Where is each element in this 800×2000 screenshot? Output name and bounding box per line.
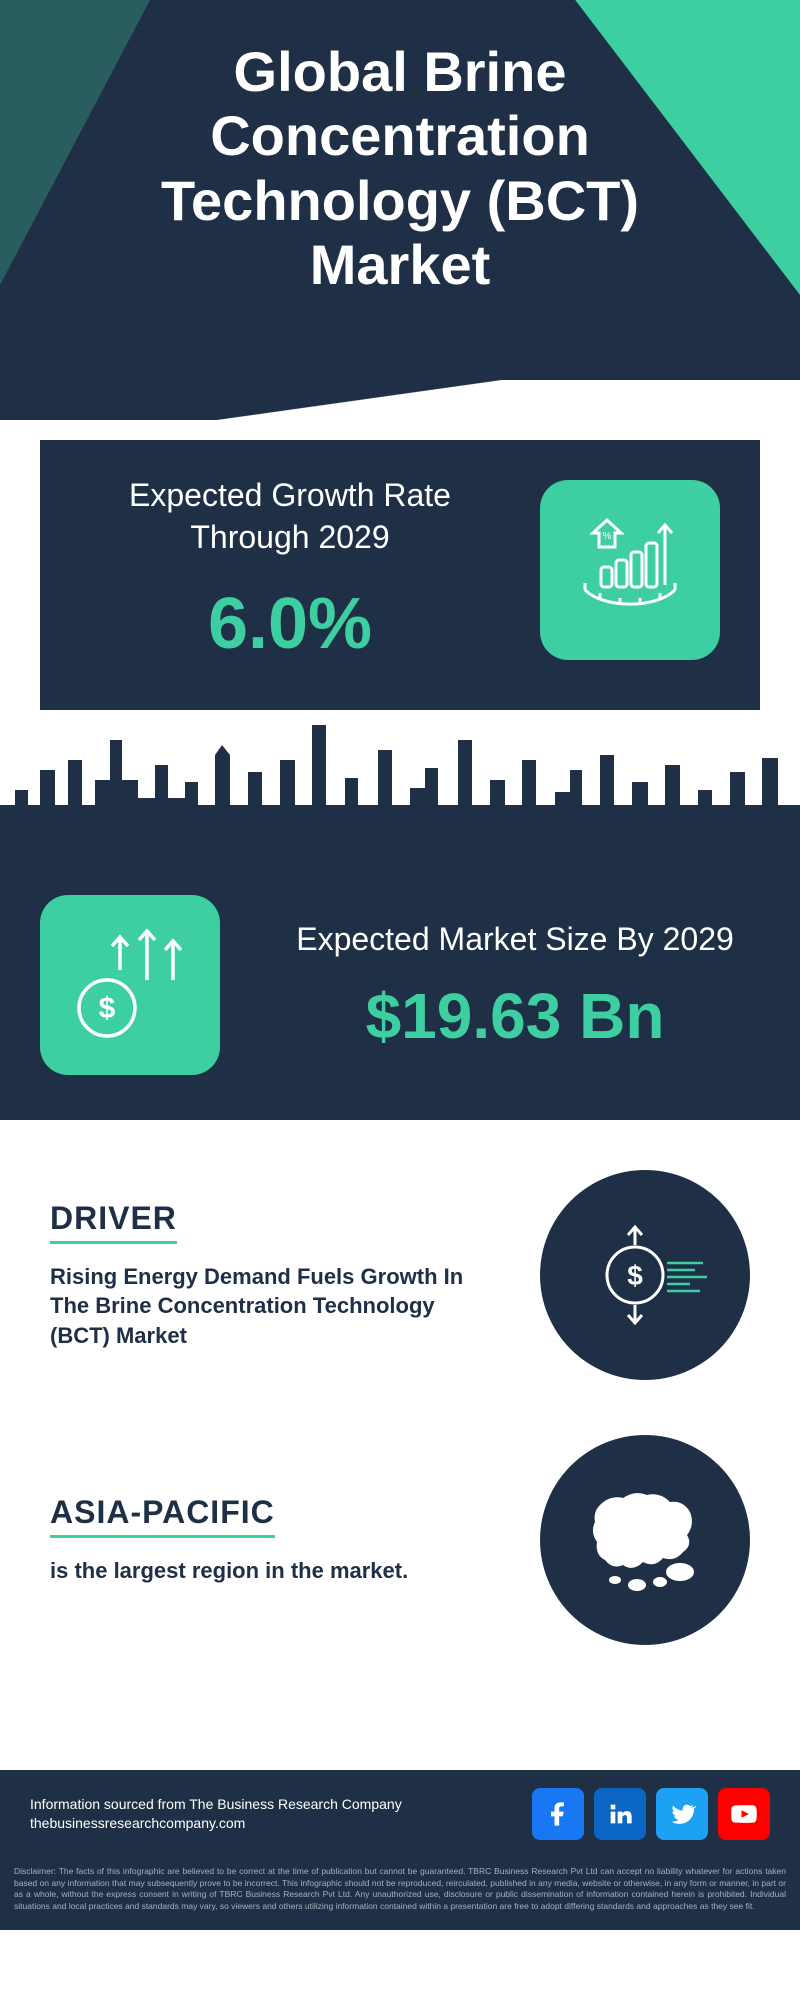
facebook-icon[interactable] bbox=[532, 1788, 584, 1840]
footer-line1: Information sourced from The Business Re… bbox=[30, 1795, 522, 1815]
header: Global Brine Concentration Technology (B… bbox=[0, 0, 800, 380]
diagonal-divider bbox=[0, 380, 800, 420]
footer-line2: thebusinessresearchcompany.com bbox=[30, 1814, 522, 1834]
region-body: is the largest region in the market. bbox=[50, 1556, 500, 1586]
twitter-icon[interactable] bbox=[656, 1788, 708, 1840]
driver-body: Rising Energy Demand Fuels Growth In The… bbox=[50, 1262, 500, 1351]
asia-pacific-map-icon bbox=[540, 1435, 750, 1645]
growth-label: Expected Growth Rate Through 2029 bbox=[80, 475, 500, 558]
market-size-icon: $ bbox=[40, 895, 220, 1075]
footer-attribution: Information sourced from The Business Re… bbox=[30, 1795, 522, 1834]
page-title: Global Brine Concentration Technology (B… bbox=[0, 0, 800, 298]
svg-text:$: $ bbox=[99, 992, 116, 1025]
disclaimer-text: Disclaimer: The facts of this infographi… bbox=[0, 1858, 800, 1930]
market-size-text-block: Expected Market Size By 2029 $19.63 Bn bbox=[270, 918, 760, 1053]
growth-chart-icon: % bbox=[540, 480, 720, 660]
footer: Information sourced from The Business Re… bbox=[0, 1770, 800, 1858]
driver-dollar-icon: $ bbox=[540, 1170, 750, 1380]
market-size-label: Expected Market Size By 2029 bbox=[270, 918, 760, 961]
info-section: DRIVER Rising Energy Demand Fuels Growth… bbox=[0, 1120, 800, 1710]
market-size-section: $ Expected Market Size By 2029 $19.63 Bn bbox=[0, 850, 800, 1120]
svg-text:$: $ bbox=[627, 1260, 643, 1291]
growth-rate-section: Expected Growth Rate Through 2029 6.0% % bbox=[40, 440, 760, 710]
driver-heading: DRIVER bbox=[50, 1200, 177, 1244]
growth-text-block: Expected Growth Rate Through 2029 6.0% bbox=[80, 475, 500, 665]
social-links bbox=[532, 1788, 770, 1840]
market-size-value: $19.63 Bn bbox=[270, 979, 760, 1053]
region-heading: ASIA-PACIFIC bbox=[50, 1494, 275, 1538]
region-row: ASIA-PACIFIC is the largest region in th… bbox=[50, 1435, 750, 1645]
svg-text:%: % bbox=[603, 531, 612, 542]
driver-row: DRIVER Rising Energy Demand Fuels Growth… bbox=[50, 1170, 750, 1380]
linkedin-icon[interactable] bbox=[594, 1788, 646, 1840]
youtube-icon[interactable] bbox=[718, 1788, 770, 1840]
city-skyline-graphic bbox=[0, 710, 800, 850]
growth-value: 6.0% bbox=[80, 583, 500, 665]
